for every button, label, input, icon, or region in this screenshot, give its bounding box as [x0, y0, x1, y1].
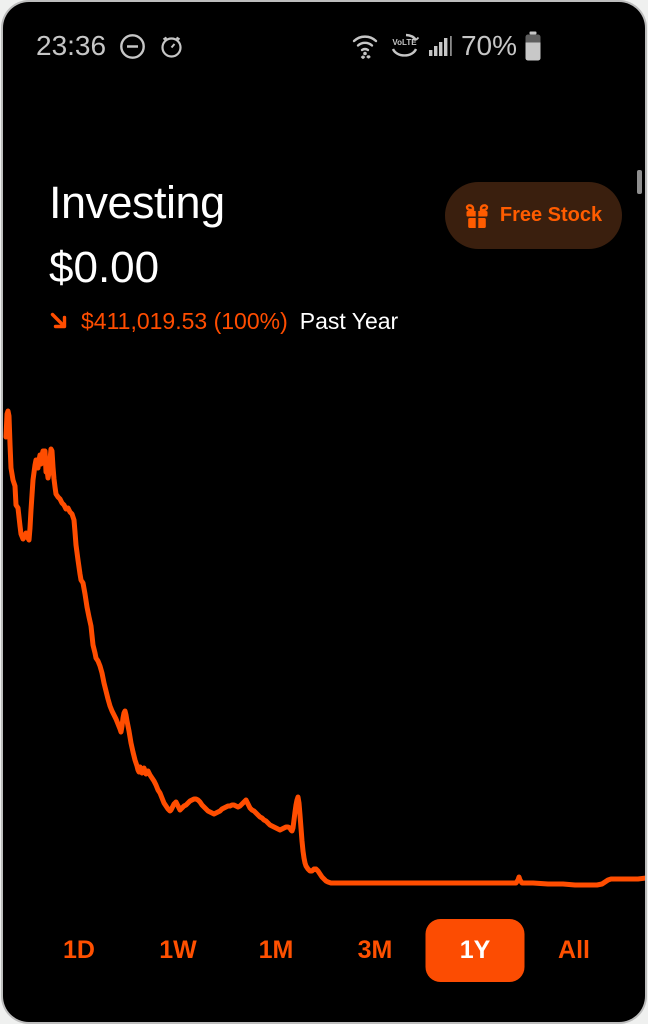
tab-all[interactable]: All [544, 919, 604, 982]
page-title: Investing [49, 177, 225, 228]
status-bar-right: VoLTE 70% [351, 28, 542, 64]
change-amount: $411,019.53 (100%) [81, 308, 288, 334]
battery-percent-text: 70% [460, 30, 517, 61]
change-indicator: $411,019.53 (100%) Past Year [49, 307, 398, 335]
tab-3m[interactable]: 3M [344, 919, 407, 982]
tab-1m[interactable]: 1M [245, 919, 308, 982]
do-not-disturb-icon [120, 33, 145, 59]
battery-icon [525, 31, 541, 61]
alarm-icon [161, 36, 182, 58]
status-bar-left: 23:36 [36, 28, 184, 64]
portfolio-chart[interactable] [3, 2, 645, 1022]
app-screen: 23:36 [3, 2, 645, 1022]
down-right-arrow-icon [50, 312, 67, 329]
gift-icon [465, 203, 489, 228]
tab-1d[interactable]: 1D [49, 919, 109, 982]
tab-3m-label: 3M [357, 936, 393, 964]
signal-strength-icon [428, 36, 452, 56]
wifi-data-icon [352, 35, 378, 60]
tab-1w[interactable]: 1W [145, 919, 211, 982]
portfolio-value: $0.00 [49, 243, 160, 292]
svg-text:VoLTE: VoLTE [392, 38, 417, 47]
change-period: Past Year [299, 308, 399, 334]
free-stock-label: Free Stock [499, 204, 603, 226]
tab-1w-label: 1W [159, 936, 197, 964]
tab-1m-label: 1M [258, 936, 294, 964]
range-tab-bar: 1D 1W 1M 3M 1Y All [3, 919, 645, 982]
tab-all-label: All [558, 936, 590, 964]
clock-text: 23:36 [36, 30, 107, 61]
free-stock-button[interactable]: Free Stock [445, 182, 622, 249]
scrollbar-thumb[interactable] [637, 170, 642, 194]
tab-1y-label: 1Y [459, 936, 491, 964]
tab-1d-label: 1D [63, 936, 95, 964]
status-bar: 23:36 [3, 28, 645, 64]
tab-1y-selected[interactable]: 1Y [425, 919, 525, 982]
volte-icon: VoLTE [391, 33, 420, 57]
portfolio-line [3, 408, 645, 888]
